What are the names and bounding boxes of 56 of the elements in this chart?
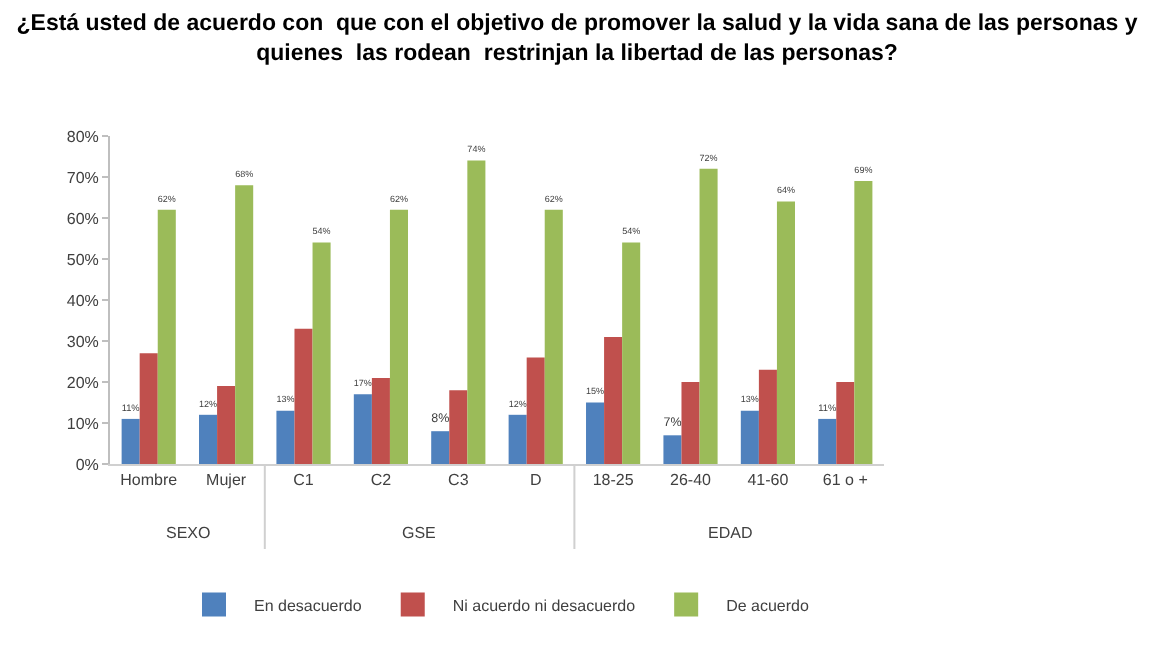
bar — [622, 242, 641, 464]
bar — [586, 402, 605, 464]
bar — [526, 357, 545, 464]
y-tick-label: 70% — [66, 168, 99, 187]
bar — [157, 209, 176, 464]
bar — [431, 431, 450, 464]
y-tick-label: 40% — [66, 291, 99, 310]
bar — [544, 209, 563, 464]
x-tick-label: 41-60 — [747, 471, 790, 490]
legend-label: Ni acuerdo ni desacuerdo — [452, 596, 637, 615]
bar — [836, 382, 855, 464]
y-tick-label: 60% — [66, 209, 99, 228]
y-tick-label: 50% — [66, 250, 99, 269]
x-tick-label: C1 — [293, 471, 315, 490]
x-tick-label: C2 — [370, 471, 393, 490]
bar — [758, 369, 777, 464]
bar — [663, 435, 682, 464]
bar — [604, 336, 623, 464]
bar — [121, 418, 140, 464]
bar — [681, 382, 700, 464]
bar — [276, 410, 295, 464]
x-tick-label: D — [529, 471, 542, 490]
y-tick-label: 30% — [66, 332, 99, 351]
bar — [353, 394, 372, 464]
bar — [776, 201, 795, 464]
bar — [199, 414, 218, 464]
y-tick-label: 10% — [66, 414, 99, 433]
y-tick-label: 20% — [66, 373, 99, 392]
y-tick-label: 0% — [75, 455, 99, 474]
y-tick-label: 80% — [66, 127, 99, 146]
bar — [217, 386, 236, 464]
x-tick-label: 61 o + — [822, 471, 869, 490]
text: EDAD — [708, 524, 753, 542]
text: GSE — [402, 524, 436, 542]
text: SEXO — [166, 524, 211, 542]
bar — [235, 185, 254, 464]
x-tick-label: 26-40 — [670, 471, 713, 490]
bar — [740, 410, 759, 464]
bar — [818, 418, 837, 464]
bar — [312, 242, 331, 464]
bar — [467, 160, 486, 464]
x-tick-label: 18-25 — [592, 471, 635, 490]
bar — [854, 181, 873, 464]
x-tick-label: Mujer — [206, 471, 247, 490]
chart-title: ¿Está usted de acuerdo con que con el objetivo de promover la salud y la vida sana de las personas y quienes las rodean restrinjan la libertad de las personas? — [16, 11, 1139, 66]
bar — [294, 328, 313, 464]
bar — [449, 390, 468, 464]
bar — [389, 209, 408, 464]
bar — [699, 168, 718, 464]
legend-label: De acuerdo — [726, 596, 810, 615]
bar — [371, 377, 390, 464]
x-tick-label: C3 — [448, 471, 470, 490]
bar — [139, 353, 158, 464]
legend-label: En desacuerdo — [254, 596, 363, 615]
x-tick-label: Hombre — [120, 471, 179, 490]
bar — [508, 414, 527, 464]
